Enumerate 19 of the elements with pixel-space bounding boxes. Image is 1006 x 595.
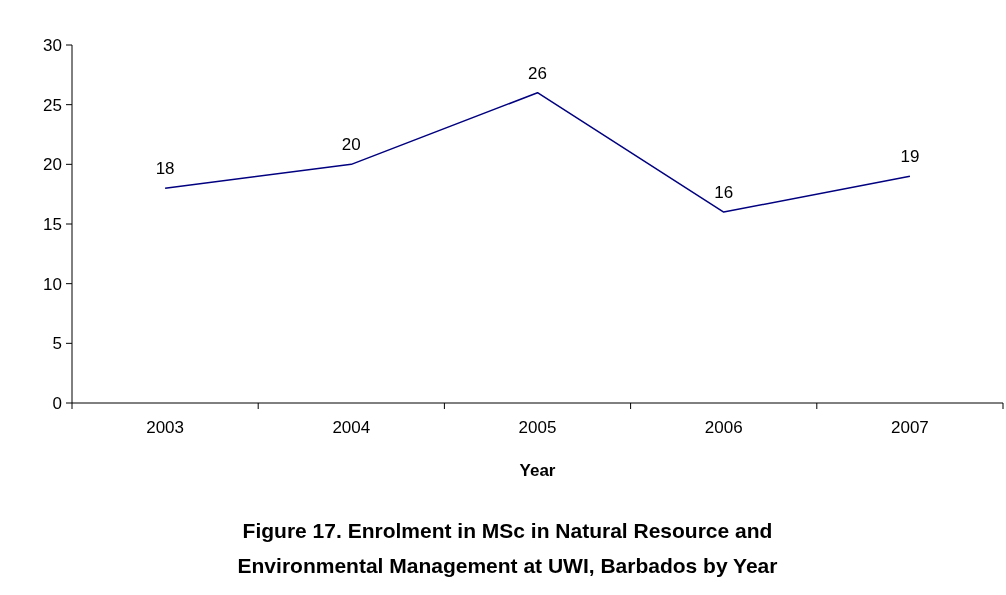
x-tick-label: 2006 bbox=[704, 418, 743, 437]
x-axis-title: Year bbox=[519, 461, 556, 480]
x-tick-label: 2005 bbox=[518, 418, 557, 437]
x-tick-label: 2007 bbox=[890, 418, 929, 437]
y-tick-label: 5 bbox=[52, 334, 62, 354]
y-tick-label: 0 bbox=[52, 393, 62, 413]
x-tick-label: 2003 bbox=[146, 418, 185, 437]
y-tick-label: 10 bbox=[43, 274, 62, 294]
data-label: 16 bbox=[714, 183, 734, 203]
x-tick-label: 2004 bbox=[332, 418, 371, 437]
y-tick-label: 20 bbox=[43, 155, 62, 175]
y-tick-label: 15 bbox=[43, 214, 62, 234]
data-label: 19 bbox=[900, 147, 920, 167]
text: Figure 17. Enrolment in MSc in Natural Resource and Environmental Management at UWI, Barbados by Year bbox=[237, 519, 778, 577]
data-label: 20 bbox=[341, 135, 361, 155]
y-tick-label: 30 bbox=[43, 35, 62, 55]
data-label: 18 bbox=[155, 159, 175, 179]
data-label: 26 bbox=[528, 63, 547, 83]
y-tick-label: 25 bbox=[43, 95, 62, 115]
